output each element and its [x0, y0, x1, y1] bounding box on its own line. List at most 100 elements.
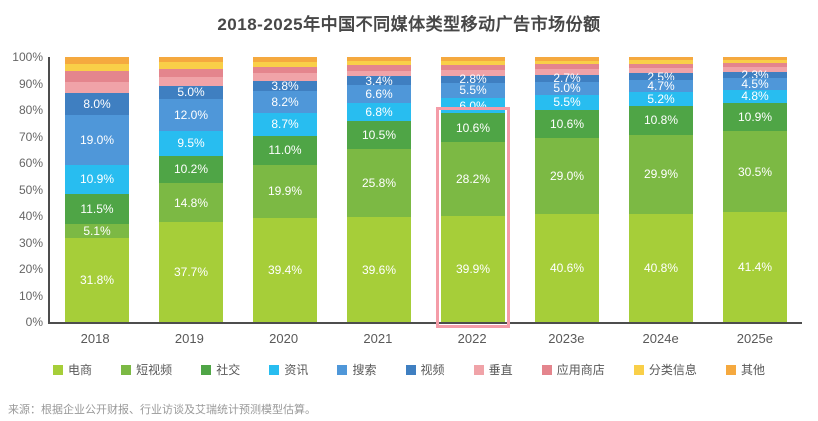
segment-value-label: 4.5% [741, 76, 769, 91]
bar-2019: 37.7% 14.8% 10.2% 9.5% 12.0% 5.0% [159, 57, 223, 322]
segment-value-label: 29.0% [549, 169, 585, 183]
segment-value-label: 30.5% [737, 164, 773, 179]
y-axis: 0% 10% 20% 30% 40% 50% 60% 70% 80% 90% 100% [4, 50, 48, 329]
y-tick-60: 60% [18, 156, 43, 170]
legend-item-社交: 社交 [201, 363, 240, 377]
segment-value-label: 10.5% [361, 127, 397, 142]
source-note: 来源：根据企业公开财报、行业访谈及艾瑞统计预测模型估算。 [8, 404, 316, 416]
segment-value-label: 9.5% [177, 136, 205, 151]
legend-swatch-icon [633, 365, 644, 375]
legend-item-搜索: 搜索 [337, 363, 376, 377]
segment-2025e-搜索: 4.5% [723, 78, 787, 90]
segment-2023e-视频: 2.7% [535, 71, 599, 86]
segment-value-label: 6.8% [365, 104, 393, 119]
segment-value-label: 6.0% [459, 98, 487, 113]
segment-2019-视频: 5.0% [159, 85, 223, 99]
segment-2018-资讯: 10.9% [65, 164, 129, 194]
segment-2021-社交: 10.5% [347, 120, 411, 149]
legend-swatch-icon [337, 365, 348, 375]
segment-2020-短视频: 19.9% [253, 164, 317, 218]
segment-2022-资讯: 6.0% [441, 97, 505, 114]
legend-item-应用商店: 应用商店 [541, 363, 605, 377]
segment-2022-社交: 10.6% [441, 113, 505, 142]
segment-2020-资讯: 8.7% [253, 112, 317, 136]
segment-2018-应用商店 [65, 71, 129, 82]
segment-2018-搜索: 19.0% [65, 114, 129, 165]
y-tick-70: 70% [18, 129, 43, 144]
legend-label: 视频 [420, 363, 445, 377]
x-label-2020: 2020 [269, 331, 299, 346]
segment-2025e-垂直 [723, 67, 787, 72]
segment-2022-应用商店 [441, 64, 505, 71]
x-label-2021: 2021 [363, 331, 393, 346]
segment-2019-短视频: 14.8% [159, 182, 223, 223]
legend-label: 垂直 [488, 363, 513, 377]
bar-2024e: 40.8% 29.9% 10.8% 5.2% 4.7% 2.5% [629, 57, 693, 322]
segment-value-label: 28.2% [455, 171, 491, 186]
segment-2023e-分类信息 [535, 60, 599, 65]
segment-2018-短视频: 5.1% [65, 224, 129, 238]
legend-swatch-icon [269, 365, 280, 375]
segment-2022-搜索: 5.5% [441, 83, 505, 98]
segment-value-label: 2.7% [553, 71, 581, 86]
segment-2025e-应用商店 [723, 63, 787, 68]
legend-swatch-icon [405, 365, 416, 375]
segment-value-label: 5.2% [647, 92, 675, 107]
segment-2022-视频: 2.8% [441, 73, 505, 85]
segment-value-label: 8.2% [271, 94, 299, 109]
segment-2020-应用商店 [253, 66, 317, 74]
legend-item-电商: 电商 [53, 363, 92, 377]
segment-value-label: 3.8% [271, 78, 299, 93]
segment-value-label: 4.7% [647, 79, 675, 94]
segment-value-label: 29.9% [643, 167, 679, 182]
segment-2018-社交: 11.5% [65, 193, 129, 225]
x-label-2024e: 2024e [642, 331, 679, 346]
segment-2019-应用商店 [159, 68, 223, 77]
legend-label: 资讯 [284, 363, 309, 377]
segment-2021-垂直 [347, 70, 411, 77]
segment-value-label: 2.3% [741, 67, 769, 82]
segment-2024e-社交: 10.8% [629, 106, 693, 135]
segment-2023e-搜索: 5.0% [535, 81, 599, 96]
segment-2018-其他 [65, 57, 129, 64]
segment-value-label: 4.8% [741, 89, 769, 104]
bar-2018: 31.8% 5.1% 11.5% 10.9% 19.0% 8.0% [65, 57, 129, 322]
y-tick-100: 100% [12, 50, 43, 64]
segment-2022-分类信息 [441, 60, 505, 65]
segment-2021-分类信息 [347, 60, 411, 65]
x-label-2018: 2018 [80, 331, 110, 346]
legend-label: 搜索 [352, 363, 377, 377]
segment-value-label: 2.5% [647, 69, 675, 84]
legend-swatch-icon [725, 365, 736, 375]
segment-value-label: 5.5% [459, 83, 487, 98]
segment-2021-电商: 39.6% [347, 217, 411, 322]
legend: 电商 短视频 社交 资讯 搜索 视频 垂直 应用商店 分类信息 其他 [53, 363, 765, 377]
segment-2023e-资讯: 5.5% [535, 94, 599, 110]
segment-2024e-分类信息 [629, 60, 693, 64]
segment-value-label: 39.9% [455, 262, 491, 277]
segment-2020-垂直 [253, 73, 317, 81]
legend-label: 其他 [740, 363, 765, 377]
segment-2022-短视频: 28.2% [441, 141, 505, 217]
x-label-2025e: 2025e [736, 331, 773, 346]
segment-2024e-视频: 2.5% [629, 69, 693, 84]
bar-2021: 39.6% 25.8% 10.5% 6.8% 6.6% 3.4% [347, 57, 411, 322]
segment-2020-搜索: 8.2% [253, 90, 317, 113]
segment-value-label: 5.0% [553, 81, 581, 96]
segment-2020-其他 [253, 57, 317, 62]
segment-2018-垂直 [65, 81, 129, 94]
segment-value-label: 8.7% [271, 117, 299, 132]
segment-value-label: 19.0% [79, 132, 115, 147]
legend-item-视频: 视频 [405, 363, 445, 377]
segment-2024e-应用商店 [629, 63, 693, 69]
segment-2019-垂直 [159, 76, 223, 86]
segment-value-label: 11.0% [268, 143, 302, 158]
chart-title: 2018-2025年中国不同媒体类型移动广告市场份额 [217, 15, 601, 34]
segment-value-label: 10.9% [79, 172, 115, 187]
segment-value-label: 12.0% [173, 107, 209, 122]
legend-item-资讯: 资讯 [269, 363, 308, 377]
legend-item-短视频: 短视频 [121, 363, 172, 377]
segment-2021-短视频: 25.8% [347, 148, 411, 218]
segment-2025e-分类信息 [723, 59, 787, 64]
legend-swatch-icon [201, 365, 212, 375]
